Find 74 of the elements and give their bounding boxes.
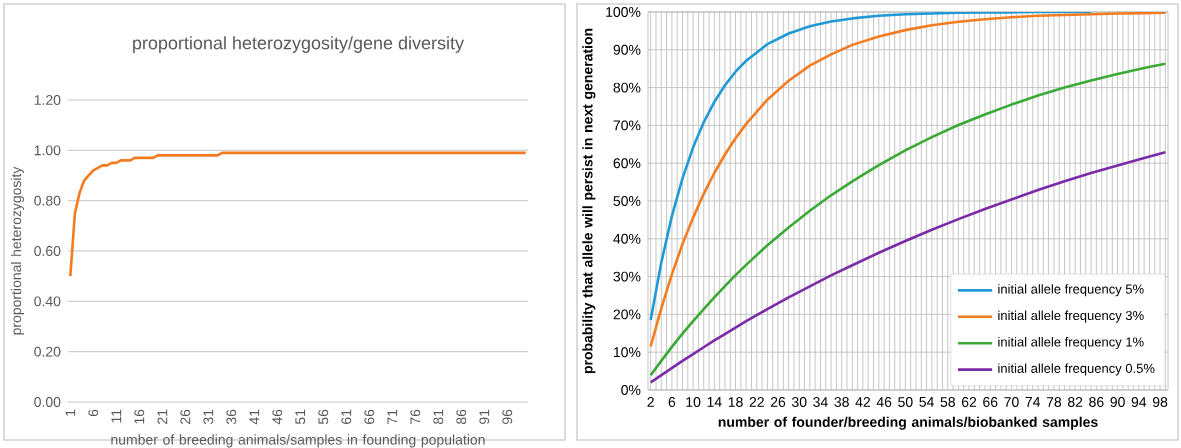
legend-label: initial allele frequency 1% [998,336,1144,350]
y-tick-label: 10% [613,347,641,358]
line-series [649,62,1167,377]
x-tick-label: 86 [456,409,467,425]
y-tick-label: 60% [613,158,641,169]
x-tick-label: 81 [433,409,444,425]
x-tick-label: 54 [919,397,934,407]
x-tick-label: 98 [1152,397,1168,407]
x-tick-label: 18 [728,397,743,407]
y-tick-label: 0.20 [34,346,61,357]
y-tick-label: 1.00 [34,145,61,156]
y-tick-label: 100% [606,7,641,17]
x-tick-label: 58 [940,397,955,407]
y-tick-label: 70% [613,120,641,131]
x-tick-label: 11 [111,409,122,423]
legend-label: initial allele frequency 5% [998,284,1144,297]
y-tick-label: 90% [613,44,641,55]
x-tick-label: 74 [1025,397,1041,407]
x-tick-label: 22 [749,397,764,407]
x-tick-label: 70 [1004,397,1019,407]
x-tick-label: 2 [647,397,654,407]
x-tick-label: 66 [983,397,998,407]
y-tick-label: 40% [613,233,641,244]
y-tick-label: 1.20 [34,95,61,105]
y-tick-label: 80% [613,82,641,93]
y-tick-label: 0.60 [34,246,61,256]
x-tick-label: 21 [157,409,168,424]
y-tick-label: 50% [613,196,641,206]
y-tick-label: 0.40 [34,296,61,307]
x-tick-label: 36 [226,409,237,425]
x-tick-label: 30 [791,397,807,407]
x-tick-label: 71 [387,409,398,424]
x-tick-label: 26 [770,397,786,407]
x-tick-label: 6 [668,397,676,407]
y-axis-title: proportional heterozygosity [10,166,24,335]
x-tick-label: 41 [249,409,260,425]
x-tick-label: 82 [1067,397,1083,407]
x-tick-label: 94 [1131,397,1147,407]
y-tick-label: 0% [621,385,641,395]
x-tick-label: 51 [295,409,306,425]
legend-label: initial allele frequency 0.5% [998,363,1155,376]
x-tick-label: 10 [686,397,701,407]
x-tick-label: 91 [479,409,490,424]
x-tick-label: 6 [88,409,99,417]
y-tick-label: 0.00 [34,397,61,407]
x-tick-label: 86 [1089,397,1104,407]
x-tick-label: 31 [203,409,214,425]
legend-label: initial allele frequency 3% [998,310,1144,323]
x-tick-label: 1 [65,409,76,416]
x-tick-label: 56 [318,409,329,425]
x-tick-label: 42 [855,397,870,407]
x-tick-label: 14 [707,397,722,407]
x-tick-label: 66 [364,409,375,424]
x-tick-label: 46 [272,409,283,425]
y-axis-title: probability that allele will persist in next generation [582,28,596,374]
x-tick-label: 90 [1110,397,1125,407]
x-tick-label: 62 [961,397,977,407]
x-tick-label: 34 [813,397,828,407]
line-series [649,11,1167,348]
x-tick-label: 26 [180,409,191,424]
x-tick-label: 46 [876,397,892,407]
x-axis-title: number of breeding animals/samples in founding population [111,434,485,448]
y-tick-label: 30% [613,271,641,282]
chart-title: proportional heterozygosity/gene diversity [133,36,464,53]
x-tick-label: 96 [502,409,513,424]
y-tick-label: 20% [613,309,641,320]
y-tick-label: 0.80 [34,195,61,206]
x-tick-label: 38 [834,397,849,407]
x-tick-label: 78 [1046,397,1062,407]
x-axis-title: number of founder/breeding animals/biobanked samples [718,416,1098,430]
x-tick-label: 76 [410,409,421,424]
x-tick-label: 16 [134,409,145,424]
x-tick-label: 61 [341,409,352,424]
x-tick-label: 50 [898,397,913,407]
